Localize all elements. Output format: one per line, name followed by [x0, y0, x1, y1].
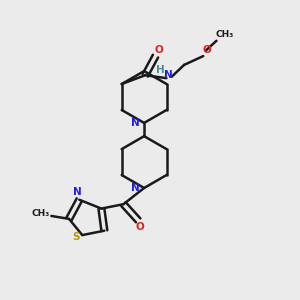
- Text: H: H: [156, 65, 164, 75]
- Text: N: N: [164, 70, 172, 80]
- Text: N: N: [131, 183, 140, 193]
- Text: N: N: [74, 188, 82, 197]
- Text: CH₃: CH₃: [31, 209, 49, 218]
- Text: S: S: [72, 232, 80, 242]
- Text: O: O: [135, 222, 144, 232]
- Text: O: O: [202, 45, 211, 55]
- Text: O: O: [155, 45, 164, 55]
- Text: N: N: [131, 118, 140, 128]
- Text: CH₃: CH₃: [216, 30, 234, 39]
